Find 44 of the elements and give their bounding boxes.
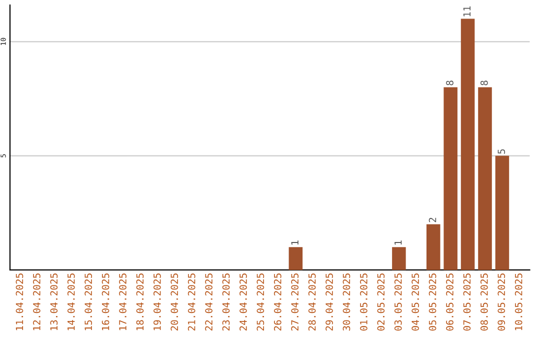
x-tick-label: 27.04.2025 xyxy=(291,274,299,331)
x-tick-label: 02.05.2025 xyxy=(377,274,385,331)
bar xyxy=(495,156,510,270)
data-label: 8 xyxy=(446,80,454,86)
x-tick-label: 04.05.2025 xyxy=(412,274,419,331)
x-tick-label: 03.05.2025 xyxy=(394,274,402,331)
x-tick-label: 19.04.2025 xyxy=(153,274,161,330)
x-tick-label: 14.04.2025 xyxy=(67,274,75,330)
bar xyxy=(288,247,303,270)
data-label: 2 xyxy=(428,218,436,222)
data-label: 1 xyxy=(291,240,298,245)
data-label: 5 xyxy=(498,149,506,154)
x-tick-label: 29.04.2025 xyxy=(326,274,333,331)
x-tick-label: 17.04.2025 xyxy=(119,274,126,330)
x-tick-label: 05.05.2025 xyxy=(428,274,436,331)
x-tick-label: 26.04.2025 xyxy=(274,274,282,331)
x-tick-label: 20.04.2025 xyxy=(170,274,178,331)
x-tick-label: 12.04.2025 xyxy=(33,274,40,330)
x-tick-label: 07.05.2025 xyxy=(463,274,471,331)
x-tick-label: 09.05.2025 xyxy=(498,274,506,331)
x-tick-label: 24.04.2025 xyxy=(240,274,247,331)
bar xyxy=(460,18,475,270)
x-tick-label: 25.04.2025 xyxy=(256,274,264,331)
x-tick-label: 01.05.2025 xyxy=(360,274,368,331)
bar xyxy=(478,87,492,270)
x-tick-label: 23.04.2025 xyxy=(222,274,230,331)
data-label: 8 xyxy=(480,80,488,86)
x-tick-label: 13.04.2025 xyxy=(50,274,58,330)
x-tick-label: 08.05.2025 xyxy=(480,274,488,331)
x-tick-label: 30.04.2025 xyxy=(342,274,350,331)
x-tick-label: 15.04.2025 xyxy=(84,274,92,330)
x-tick-label: 10.05.2025 xyxy=(514,274,522,330)
x-tick-label: 11.04.2025 xyxy=(16,274,24,330)
x-tick-label: 21.04.2025 xyxy=(188,274,196,331)
x-tick-label: 16.04.2025 xyxy=(102,274,110,330)
x-tick-label: 28.04.2025 xyxy=(308,274,316,331)
data-label: 11 xyxy=(463,6,470,16)
data-label: 1 xyxy=(394,240,402,245)
x-tick-label: 22.04.2025 xyxy=(205,274,212,331)
bar xyxy=(426,224,440,270)
bar xyxy=(444,87,458,270)
bar xyxy=(392,247,406,270)
x-tick-label: 18.04.2025 xyxy=(136,274,144,330)
x-tick-label: 06.05.2025 xyxy=(446,274,454,331)
